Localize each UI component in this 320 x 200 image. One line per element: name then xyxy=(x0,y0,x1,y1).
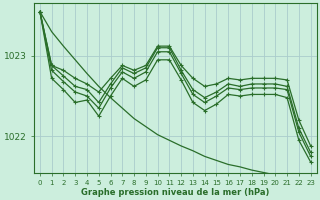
X-axis label: Graphe pression niveau de la mer (hPa): Graphe pression niveau de la mer (hPa) xyxy=(81,188,269,197)
